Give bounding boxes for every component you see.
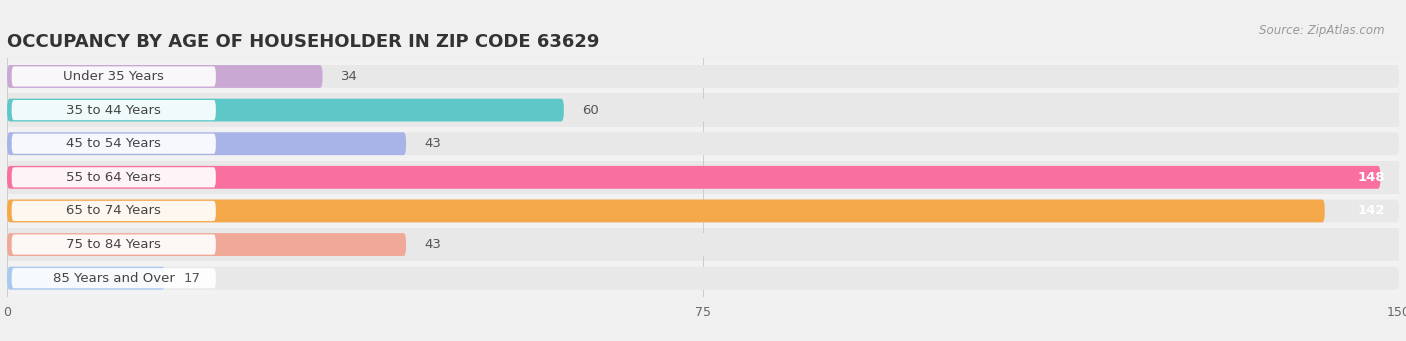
Text: 35 to 44 Years: 35 to 44 Years (66, 104, 162, 117)
FancyBboxPatch shape (7, 99, 564, 121)
Bar (7, 60, 1399, 93)
Text: 75 to 84 Years: 75 to 84 Years (66, 238, 162, 251)
Text: 60: 60 (582, 104, 599, 117)
FancyBboxPatch shape (7, 65, 1399, 88)
Text: 85 Years and Over: 85 Years and Over (53, 272, 174, 285)
Text: 142: 142 (1358, 205, 1385, 218)
Bar (7, 228, 1399, 261)
Bar (7, 161, 1399, 194)
FancyBboxPatch shape (11, 268, 217, 288)
Text: 17: 17 (183, 272, 200, 285)
FancyBboxPatch shape (7, 199, 1324, 222)
Bar (7, 194, 1399, 228)
FancyBboxPatch shape (7, 199, 1399, 222)
Text: 65 to 74 Years: 65 to 74 Years (66, 205, 162, 218)
Text: Source: ZipAtlas.com: Source: ZipAtlas.com (1260, 24, 1385, 37)
FancyBboxPatch shape (7, 233, 406, 256)
Bar (7, 261, 1399, 295)
FancyBboxPatch shape (7, 65, 322, 88)
Text: 45 to 54 Years: 45 to 54 Years (66, 137, 162, 150)
Text: 34: 34 (342, 70, 359, 83)
FancyBboxPatch shape (7, 166, 1399, 189)
FancyBboxPatch shape (7, 99, 1399, 121)
FancyBboxPatch shape (11, 235, 217, 255)
FancyBboxPatch shape (7, 267, 1399, 290)
FancyBboxPatch shape (11, 167, 217, 188)
FancyBboxPatch shape (7, 132, 1399, 155)
FancyBboxPatch shape (11, 134, 217, 154)
FancyBboxPatch shape (7, 132, 406, 155)
FancyBboxPatch shape (7, 166, 1381, 189)
FancyBboxPatch shape (11, 100, 217, 120)
Text: 55 to 64 Years: 55 to 64 Years (66, 171, 162, 184)
FancyBboxPatch shape (7, 233, 1399, 256)
Text: 43: 43 (425, 137, 441, 150)
FancyBboxPatch shape (11, 66, 217, 87)
FancyBboxPatch shape (11, 201, 217, 221)
Text: Under 35 Years: Under 35 Years (63, 70, 165, 83)
Bar (7, 127, 1399, 161)
Text: 148: 148 (1357, 171, 1385, 184)
Text: 43: 43 (425, 238, 441, 251)
FancyBboxPatch shape (7, 267, 165, 290)
Text: OCCUPANCY BY AGE OF HOUSEHOLDER IN ZIP CODE 63629: OCCUPANCY BY AGE OF HOUSEHOLDER IN ZIP C… (7, 33, 599, 51)
Bar (7, 93, 1399, 127)
